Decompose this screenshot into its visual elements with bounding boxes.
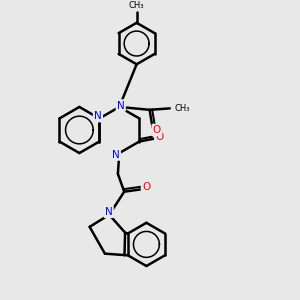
Text: N: N (94, 111, 102, 121)
Text: N: N (105, 207, 112, 217)
Text: O: O (142, 182, 150, 192)
Text: N: N (117, 100, 124, 110)
Text: N: N (112, 149, 120, 160)
Text: O: O (153, 125, 161, 135)
Text: CH₃: CH₃ (129, 2, 144, 10)
Text: CH₃: CH₃ (175, 104, 190, 113)
Text: O: O (155, 132, 164, 142)
